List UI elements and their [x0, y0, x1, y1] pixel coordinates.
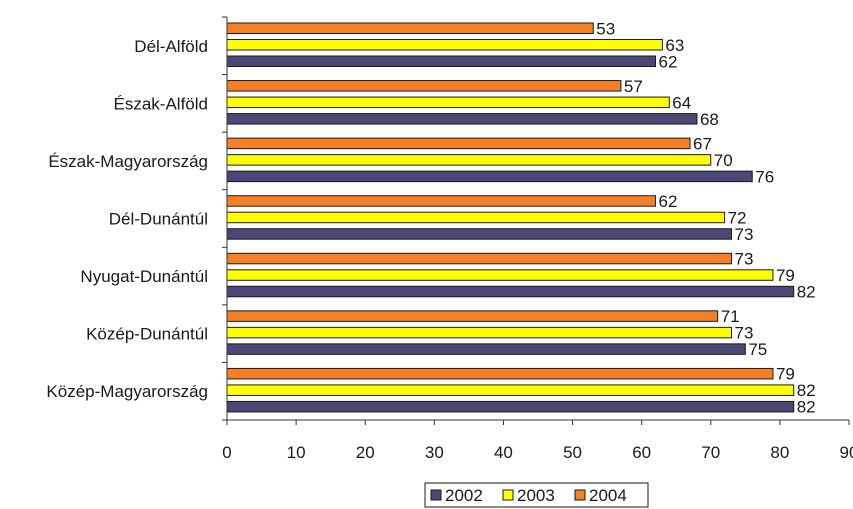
bar-2003-2: [226, 154, 712, 166]
data-label-2002-4: 82: [797, 283, 816, 302]
x-tick-label: 90: [840, 443, 853, 462]
legend-label-2002: 2002: [445, 486, 483, 505]
bar-2004-4: [226, 252, 733, 265]
bar-2002-6: [226, 400, 795, 413]
data-label-2004-0: 53: [596, 19, 615, 38]
bar-2004-3: [226, 195, 656, 207]
legend-box: [424, 482, 649, 508]
data-label-2002-1: 68: [700, 110, 719, 129]
legend-swatch-2004: [574, 489, 586, 501]
x-tick-label: 30: [425, 443, 444, 462]
bar-2002-0: [226, 55, 656, 67]
x-tick-label: 0: [222, 443, 231, 462]
data-label-2002-0: 62: [658, 52, 677, 71]
x-tick-label: 50: [563, 443, 582, 462]
legend-swatch-2002: [430, 489, 442, 501]
data-label-2002-5: 75: [748, 340, 767, 359]
bar-2004-1: [226, 80, 622, 92]
bar-2002-1: [226, 113, 698, 125]
legend-label-2004: 2004: [589, 486, 627, 505]
data-label-2004-1: 57: [624, 77, 643, 96]
data-label-2003-2: 70: [714, 151, 733, 170]
data-label-2002-3: 73: [735, 225, 754, 244]
bar-2003-0: [226, 39, 663, 51]
legend-swatch-2003: [502, 489, 514, 501]
data-label-2003-1: 64: [672, 93, 691, 112]
bar-2002-4: [226, 285, 795, 298]
data-label-2003-0: 63: [665, 36, 684, 55]
data-label-2003-4: 79: [776, 266, 795, 285]
legend: 2002 2003 2004: [424, 482, 649, 508]
bar-2003-3: [226, 211, 726, 224]
data-label-2004-5: 71: [721, 307, 740, 326]
data-label-2002-2: 76: [755, 167, 774, 186]
bars-layer: [226, 22, 795, 413]
category-labels: Dél-Alföld Észak-Alföld Észak-Magyarország…: [46, 37, 208, 401]
category-label: Közép-Magyarország: [46, 382, 208, 401]
x-tick-label: 70: [701, 443, 720, 462]
data-label-2003-6: 82: [797, 381, 816, 400]
axes-layer: 0 10 20 30 40 50 60 70 80 90: [222, 16, 853, 462]
category-label: Észak-Magyarország: [48, 152, 208, 171]
bar-2004-6: [226, 367, 774, 380]
category-label: Nyugat-Dunántúl: [80, 267, 208, 286]
bar-2002-5: [226, 343, 746, 355]
bar-2002-2: [226, 170, 753, 183]
legend-label-2003: 2003: [517, 486, 555, 505]
data-label-2003-3: 72: [728, 208, 747, 227]
bar-2003-1: [226, 96, 670, 109]
data-label-2003-5: 73: [735, 324, 754, 343]
data-label-2002-6: 82: [797, 398, 816, 417]
category-label: Közép-Dunántúl: [86, 325, 208, 344]
x-tick-label: 10: [287, 443, 306, 462]
bar-2003-5: [226, 326, 733, 339]
bar-2002-3: [226, 228, 733, 240]
bar-2003-4: [226, 269, 774, 281]
data-label-2004-2: 67: [693, 134, 712, 153]
x-tick-label: 20: [356, 443, 375, 462]
bar-2004-5: [226, 310, 719, 322]
x-tick-label: 60: [632, 443, 651, 462]
data-label-2004-3: 62: [658, 192, 677, 211]
bar-2004-2: [226, 137, 691, 150]
data-labels: 5363625764686770766272737379827173757982…: [596, 19, 815, 416]
category-label: Dél-Alföld: [134, 37, 208, 56]
bar-2003-6: [226, 384, 795, 396]
data-label-2004-6: 79: [776, 365, 795, 384]
x-tick-label: 40: [494, 443, 513, 462]
data-label-2004-4: 73: [735, 250, 754, 269]
bar-2004-0: [226, 22, 594, 34]
x-tick-label: 80: [770, 443, 789, 462]
category-label: Dél-Dunántúl: [109, 210, 208, 229]
category-label: Észak-Alföld: [114, 94, 208, 113]
